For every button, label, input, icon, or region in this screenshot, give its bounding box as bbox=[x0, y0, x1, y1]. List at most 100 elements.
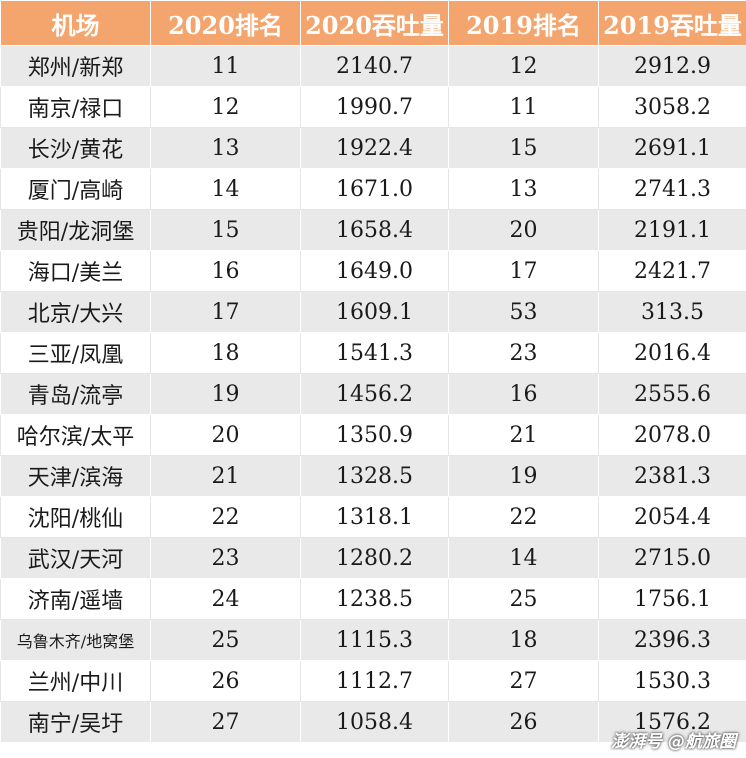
airport-cell: 青岛/流亭 bbox=[0, 373, 151, 415]
rank-2019-cell: 13 bbox=[448, 168, 599, 210]
header-rank-2020: 2020排名 bbox=[150, 0, 301, 46]
table-row: 兰州/中川 26 1112.7 27 1530.3 bbox=[0, 660, 746, 702]
throughput-2020-cell: 1328.5 bbox=[300, 455, 449, 497]
rank-2020-cell: 25 bbox=[150, 619, 301, 661]
throughput-2019-cell: 3058.2 bbox=[598, 86, 746, 128]
rank-2020-cell: 16 bbox=[150, 250, 301, 292]
table-row: 南京/禄口 12 1990.7 11 3058.2 bbox=[0, 86, 746, 128]
airport-cell: 济南/遥墙 bbox=[0, 578, 151, 620]
throughput-2019-cell: 1756.1 bbox=[598, 578, 746, 620]
throughput-2020-cell: 1115.3 bbox=[300, 619, 449, 661]
airport-cell: 武汉/天河 bbox=[0, 537, 151, 579]
throughput-2019-cell: 2054.4 bbox=[598, 496, 746, 538]
table-row: 郑州/新郑 11 2140.7 12 2912.9 bbox=[0, 45, 746, 87]
table-row: 哈尔滨/太平 20 1350.9 21 2078.0 bbox=[0, 414, 746, 456]
throughput-2020-cell: 1112.7 bbox=[300, 660, 449, 702]
airport-cell: 沈阳/桃仙 bbox=[0, 496, 151, 538]
rank-2020-cell: 13 bbox=[150, 127, 301, 169]
throughput-2020-cell: 1058.4 bbox=[300, 701, 449, 743]
header-rank-2019: 2019排名 bbox=[448, 0, 599, 46]
rank-2019-cell: 53 bbox=[448, 291, 599, 333]
rank-2019-cell: 26 bbox=[448, 701, 599, 743]
rank-2019-cell: 27 bbox=[448, 660, 599, 702]
throughput-2019-cell: 313.5 bbox=[598, 291, 746, 333]
header-row: 机场 2020排名 2020吞吐量 2019排名 2019吞吐量 bbox=[0, 0, 746, 46]
rank-2020-cell: 19 bbox=[150, 373, 301, 415]
airport-cell: 三亚/凤凰 bbox=[0, 332, 151, 374]
rank-2019-cell: 18 bbox=[448, 619, 599, 661]
table-row: 三亚/凤凰 18 1541.3 23 2016.4 bbox=[0, 332, 746, 374]
throughput-2020-cell: 1456.2 bbox=[300, 373, 449, 415]
airport-cell: 南宁/吴圩 bbox=[0, 701, 151, 743]
airport-cell: 兰州/中川 bbox=[0, 660, 151, 702]
throughput-2020-cell: 1922.4 bbox=[300, 127, 449, 169]
airport-cell: 厦门/高崎 bbox=[0, 168, 151, 210]
throughput-2020-cell: 2140.7 bbox=[300, 45, 449, 87]
throughput-2020-cell: 1671.0 bbox=[300, 168, 449, 210]
table-row: 乌鲁木齐/地窝堡 25 1115.3 18 2396.3 bbox=[0, 619, 746, 661]
table-row: 济南/遥墙 24 1238.5 25 1756.1 bbox=[0, 578, 746, 620]
airport-cell: 郑州/新郑 bbox=[0, 45, 151, 87]
rank-2020-cell: 12 bbox=[150, 86, 301, 128]
rank-2019-cell: 20 bbox=[448, 209, 599, 251]
table-row: 长沙/黄花 13 1922.4 15 2691.1 bbox=[0, 127, 746, 169]
airport-cell: 北京/大兴 bbox=[0, 291, 151, 333]
rank-2019-cell: 22 bbox=[448, 496, 599, 538]
throughput-2019-cell: 2715.0 bbox=[598, 537, 746, 579]
table-row: 北京/大兴 17 1609.1 53 313.5 bbox=[0, 291, 746, 333]
rank-2019-cell: 21 bbox=[448, 414, 599, 456]
rank-2019-cell: 19 bbox=[448, 455, 599, 497]
rank-2019-cell: 14 bbox=[448, 537, 599, 579]
rank-2019-cell: 11 bbox=[448, 86, 599, 128]
rank-2020-cell: 20 bbox=[150, 414, 301, 456]
throughput-2019-cell: 1530.3 bbox=[598, 660, 746, 702]
throughput-2019-cell: 2741.3 bbox=[598, 168, 746, 210]
table-row: 武汉/天河 23 1280.2 14 2715.0 bbox=[0, 537, 746, 579]
airport-cell: 海口/美兰 bbox=[0, 250, 151, 292]
throughput-2019-cell: 2691.1 bbox=[598, 127, 746, 169]
throughput-2020-cell: 1280.2 bbox=[300, 537, 449, 579]
header-throughput-2020: 2020吞吐量 bbox=[300, 0, 449, 46]
table-row: 海口/美兰 16 1649.0 17 2421.7 bbox=[0, 250, 746, 292]
header-airport: 机场 bbox=[0, 0, 151, 46]
throughput-2020-cell: 1350.9 bbox=[300, 414, 449, 456]
throughput-2019-cell: 2396.3 bbox=[598, 619, 746, 661]
rank-2020-cell: 27 bbox=[150, 701, 301, 743]
throughput-2019-cell: 2016.4 bbox=[598, 332, 746, 374]
throughput-2019-cell: 2381.3 bbox=[598, 455, 746, 497]
airport-cell: 贵阳/龙洞堡 bbox=[0, 209, 151, 251]
throughput-2020-cell: 1990.7 bbox=[300, 86, 449, 128]
header-throughput-2019: 2019吞吐量 bbox=[598, 0, 746, 46]
rank-2020-cell: 11 bbox=[150, 45, 301, 87]
watermark: 澎湃号 @航旅圈 bbox=[611, 732, 736, 752]
airport-cell: 哈尔滨/太平 bbox=[0, 414, 151, 456]
table-row: 厦门/高崎 14 1671.0 13 2741.3 bbox=[0, 168, 746, 210]
rank-2019-cell: 15 bbox=[448, 127, 599, 169]
rank-2020-cell: 26 bbox=[150, 660, 301, 702]
airport-cell: 南京/禄口 bbox=[0, 86, 151, 128]
rank-2019-cell: 23 bbox=[448, 332, 599, 374]
throughput-2020-cell: 1649.0 bbox=[300, 250, 449, 292]
throughput-2019-cell: 1576.2 bbox=[598, 701, 746, 743]
throughput-2019-cell: 2078.0 bbox=[598, 414, 746, 456]
table-row: 天津/滨海 21 1328.5 19 2381.3 bbox=[0, 455, 746, 497]
rank-2020-cell: 23 bbox=[150, 537, 301, 579]
throughput-2019-cell: 2555.6 bbox=[598, 373, 746, 415]
throughput-2020-cell: 1318.1 bbox=[300, 496, 449, 538]
throughput-2020-cell: 1238.5 bbox=[300, 578, 449, 620]
rank-2019-cell: 25 bbox=[448, 578, 599, 620]
rank-2020-cell: 14 bbox=[150, 168, 301, 210]
throughput-2020-cell: 1609.1 bbox=[300, 291, 449, 333]
rank-2020-cell: 22 bbox=[150, 496, 301, 538]
airport-cell: 长沙/黄花 bbox=[0, 127, 151, 169]
rank-2020-cell: 24 bbox=[150, 578, 301, 620]
table-row: 南宁/吴圩 27 1058.4 26 1576.2 bbox=[0, 701, 746, 743]
rank-2020-cell: 18 bbox=[150, 332, 301, 374]
throughput-2019-cell: 2191.1 bbox=[598, 209, 746, 251]
airport-cell: 天津/滨海 bbox=[0, 455, 151, 497]
throughput-2020-cell: 1658.4 bbox=[300, 209, 449, 251]
rank-2019-cell: 16 bbox=[448, 373, 599, 415]
rank-2020-cell: 21 bbox=[150, 455, 301, 497]
table-row: 沈阳/桃仙 22 1318.1 22 2054.4 bbox=[0, 496, 746, 538]
